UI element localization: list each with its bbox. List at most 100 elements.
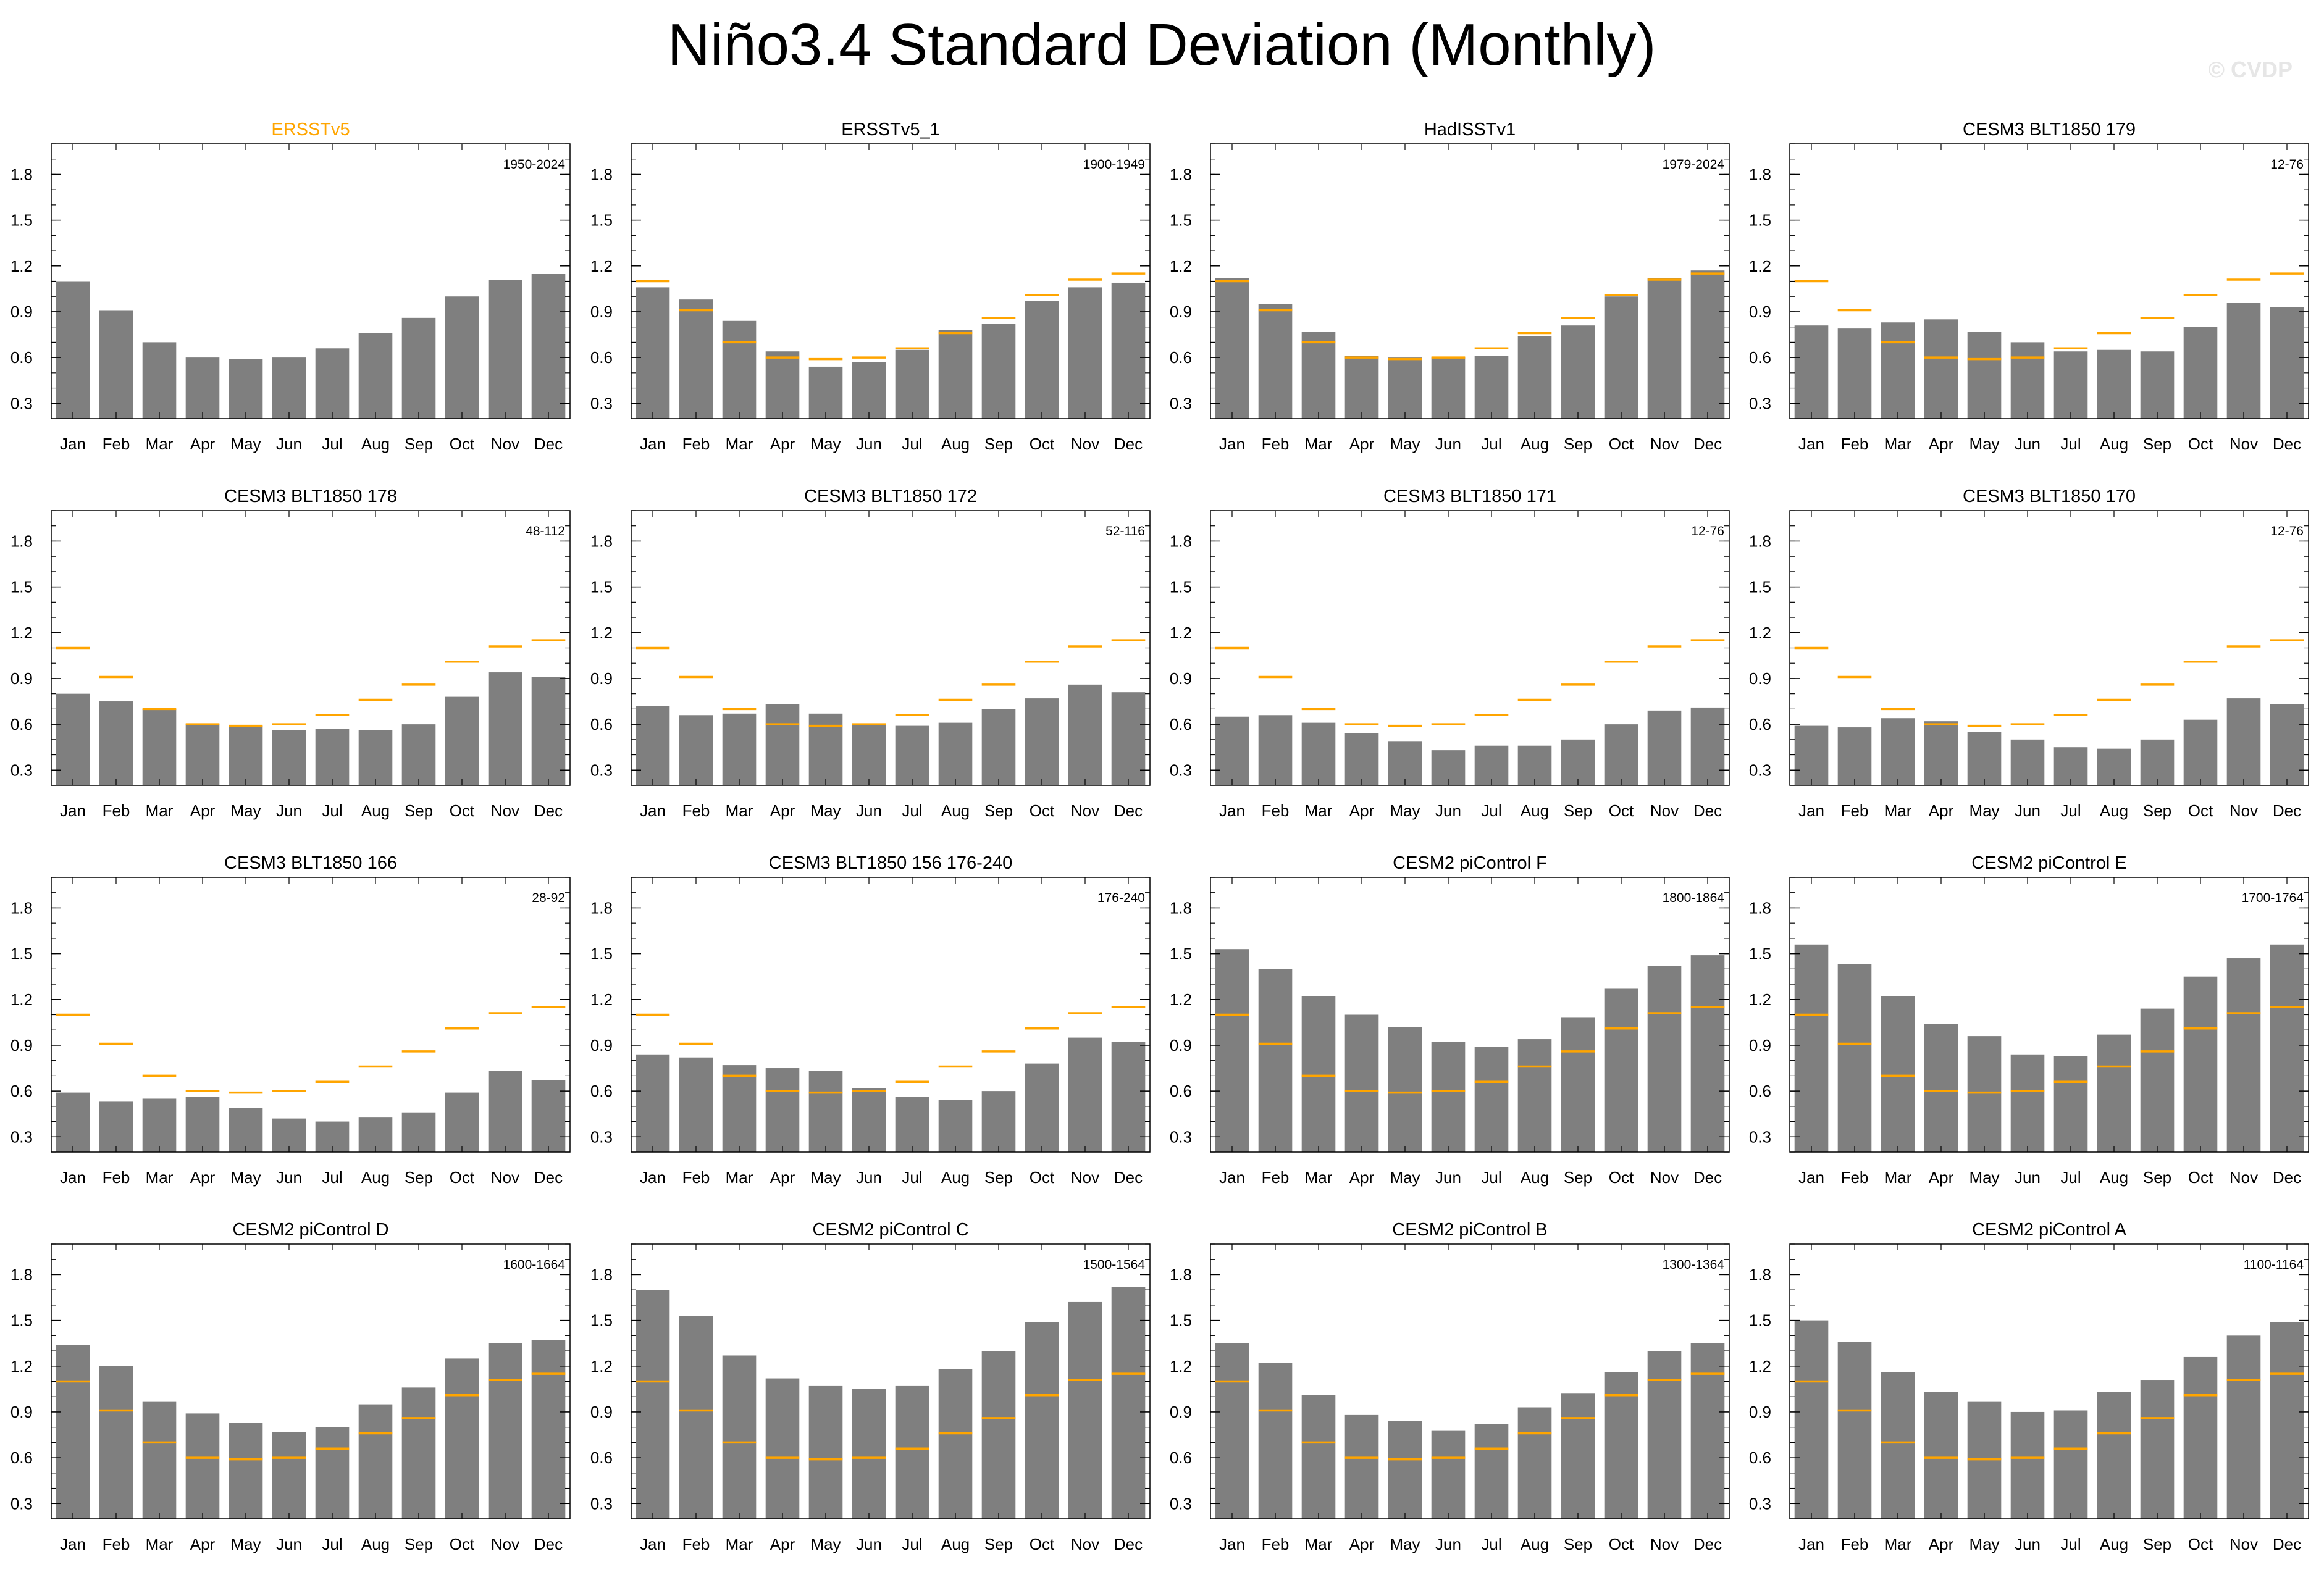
y-tick-label: 1.5 (1749, 945, 1771, 963)
month-label: Dec (1114, 435, 1143, 453)
bar-may (1967, 1036, 2002, 1152)
bar-jun (2010, 1054, 2045, 1152)
month-label: Jul (902, 1535, 922, 1553)
y-tick-label: 1.5 (1170, 578, 1192, 596)
month-label: Mar (1884, 1535, 1912, 1553)
bar-dec (1690, 707, 1725, 785)
bar-jul (895, 1097, 929, 1152)
y-tick-label: 0.9 (10, 669, 33, 688)
month-label: Dec (534, 801, 563, 820)
panel-title: HadISSTv1 (1424, 120, 1516, 140)
month-label: Jun (856, 801, 882, 820)
bar-feb (679, 1057, 713, 1152)
chart-panel: CESM2 piControl A 0.3 0.6 0.9 1.2 1.5 1.8 Jan Fe… (1749, 1220, 2309, 1553)
month-label: Nov (491, 801, 519, 820)
bar-apr (765, 1068, 800, 1152)
y-tick-label: 0.3 (590, 1127, 613, 1146)
y-tick-label: 1.8 (590, 165, 613, 183)
y-tick-label: 0.9 (10, 1403, 33, 1421)
bar-dec (1111, 1042, 1146, 1152)
bar-nov (1068, 684, 1102, 785)
period-label: 48-112 (526, 524, 565, 538)
y-tick-label: 1.5 (10, 578, 33, 596)
bar-nov (2226, 958, 2261, 1152)
month-label: Aug (1521, 1535, 1549, 1553)
bar-nov (1647, 710, 1682, 785)
bar-nov (1647, 1351, 1682, 1519)
month-label: Dec (2273, 1535, 2301, 1553)
y-tick-label: 1.8 (590, 532, 613, 550)
month-label: Aug (2100, 435, 2128, 453)
bar-feb (679, 299, 713, 419)
panel-title: CESM3 BLT1850 179 (1963, 120, 2136, 140)
month-label: Feb (103, 801, 130, 820)
month-label: Aug (361, 1168, 390, 1187)
chart-panel: CESM2 piControl F 0.3 0.6 0.9 1.2 1.5 1.8 Jan Fe… (1170, 853, 1730, 1187)
y-tick-label: 1.2 (1749, 624, 1771, 642)
y-tick-label: 0.6 (1749, 1448, 1771, 1467)
bar-apr (765, 704, 800, 785)
figure-title: Niño3.4 Standard Deviation (Monthly) (668, 12, 1656, 78)
y-tick-label: 1.5 (590, 945, 613, 963)
panel-title: CESM3 BLT1850 156 176-240 (769, 853, 1012, 873)
y-tick-label: 1.8 (1170, 165, 1192, 183)
month-label: Dec (1693, 1535, 1722, 1553)
bar-jul (2053, 351, 2088, 419)
bar-aug (938, 1100, 973, 1152)
y-tick-label: 1.2 (10, 624, 33, 642)
bar-sep (2140, 351, 2175, 419)
bar-jan (636, 1290, 670, 1519)
y-tick-label: 1.5 (1170, 945, 1192, 963)
y-tick-label: 0.6 (10, 1448, 33, 1467)
watermark: © CVDP (2208, 57, 2293, 82)
month-label: May (230, 1168, 261, 1187)
period-label: 1900-1949 (1083, 157, 1145, 172)
bar-oct (2183, 976, 2218, 1152)
y-tick-label: 0.9 (590, 1403, 613, 1421)
bar-aug (938, 722, 973, 785)
y-tick-label: 1.8 (10, 165, 33, 183)
bar-dec (1690, 270, 1725, 419)
month-label: May (1390, 1535, 1420, 1553)
month-label: Aug (941, 1535, 970, 1553)
month-label: Dec (2273, 801, 2301, 820)
bar-jun (272, 357, 306, 419)
month-label: Jan (1798, 1535, 1824, 1553)
y-tick-label: 0.9 (1170, 1036, 1192, 1055)
month-label: Jul (902, 435, 922, 453)
y-tick-label: 0.6 (1749, 348, 1771, 367)
bar-jun (272, 730, 306, 785)
y-tick-label: 0.9 (10, 303, 33, 321)
bar-jun (852, 724, 886, 785)
month-label: Feb (1262, 1535, 1290, 1553)
bar-feb (1258, 304, 1293, 419)
bar-dec (1690, 955, 1725, 1152)
bar-jun (852, 1088, 886, 1152)
y-tick-label: 1.2 (10, 1357, 33, 1376)
bar-sep (401, 1387, 436, 1519)
month-label: Nov (1650, 801, 1679, 820)
month-label: Jun (1435, 801, 1461, 820)
bar-aug (2097, 349, 2131, 419)
bar-sep (981, 1091, 1016, 1152)
bar-jul (2053, 747, 2088, 785)
bar-may (229, 1423, 263, 1519)
bar-dec (2270, 1322, 2304, 1519)
month-label: May (230, 435, 261, 453)
month-label: Feb (1262, 435, 1290, 453)
month-label: Sep (405, 1168, 433, 1187)
bar-jan (1794, 325, 1829, 419)
month-label: Oct (1030, 1535, 1055, 1553)
period-label: 1979-2024 (1663, 157, 1725, 172)
bar-jun (1431, 1042, 1466, 1152)
month-label: Sep (2143, 801, 2171, 820)
y-tick-label: 1.2 (590, 1357, 613, 1376)
bar-jan (636, 1054, 670, 1152)
bar-may (1388, 1027, 1422, 1152)
month-label: Nov (1071, 1535, 1099, 1553)
y-tick-label: 1.5 (1749, 1311, 1771, 1330)
month-label: Apr (1349, 1168, 1375, 1187)
bar-may (1388, 741, 1422, 785)
y-tick-label: 0.3 (1749, 1127, 1771, 1146)
